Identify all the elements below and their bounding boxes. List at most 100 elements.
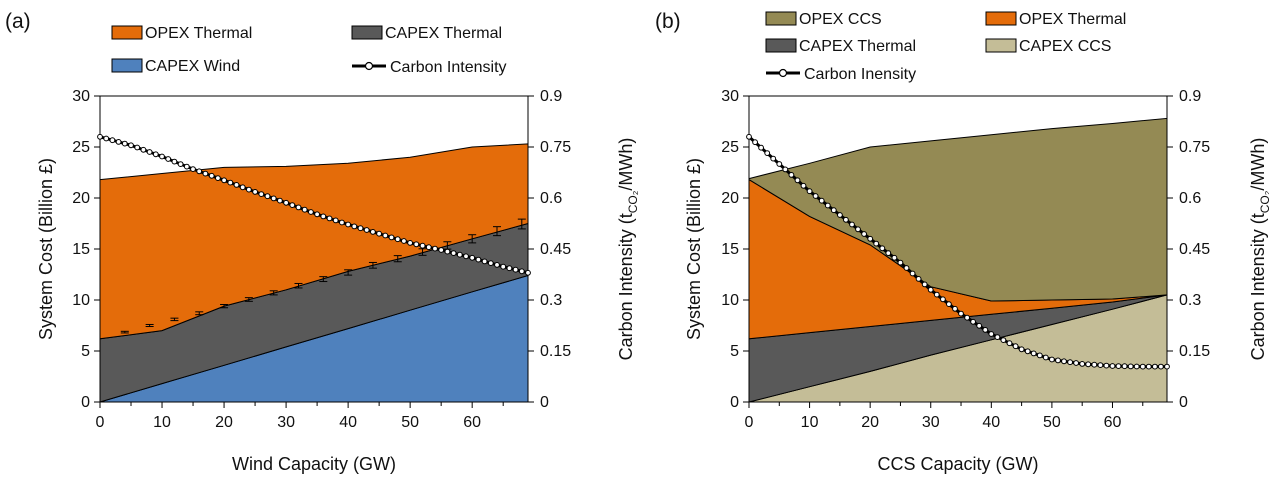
y2-tick-label: 0.45 xyxy=(540,241,571,258)
legend-swatch xyxy=(985,11,1017,26)
y2-tick-label: 0.75 xyxy=(1179,139,1210,156)
series-marker xyxy=(746,133,752,140)
series-marker xyxy=(903,265,910,271)
series-marker xyxy=(239,184,246,191)
series-marker xyxy=(1091,361,1098,368)
series-marker xyxy=(215,175,221,182)
series-marker xyxy=(921,281,928,288)
y-tick-label: 25 xyxy=(72,139,90,156)
series-marker xyxy=(946,301,952,308)
x-tick-label: 40 xyxy=(339,414,357,431)
series-marker xyxy=(289,202,296,209)
x-tick-label: 20 xyxy=(215,414,233,431)
series-marker xyxy=(1055,357,1061,364)
series-marker xyxy=(879,245,886,252)
series-marker xyxy=(770,155,777,162)
series-marker xyxy=(506,265,513,272)
series-marker xyxy=(438,247,445,253)
series-marker xyxy=(376,230,383,237)
series-marker xyxy=(1085,361,1092,368)
series-marker xyxy=(885,250,892,257)
legend-swatch xyxy=(111,25,143,40)
series-marker xyxy=(159,153,165,160)
series-marker xyxy=(1164,363,1170,370)
legend-item-opex-ccs: OPEX CCS xyxy=(765,11,882,28)
series-marker xyxy=(177,161,184,168)
legend-label: Carbon Inensity xyxy=(804,66,916,83)
series-marker xyxy=(1073,360,1079,366)
series-marker xyxy=(952,305,958,312)
legend-label: Carbon Intensity xyxy=(390,59,507,76)
series-marker xyxy=(837,212,843,218)
y2-axis-label-main: Carbon Intensity (t xyxy=(616,213,636,360)
series-marker xyxy=(308,209,314,215)
y2-axis-label-end: /MWh) xyxy=(616,138,636,191)
series-marker xyxy=(909,270,916,277)
series-marker xyxy=(788,172,795,178)
series-marker xyxy=(456,251,463,258)
y2-tick-label: 0.6 xyxy=(540,190,562,207)
y-tick-label: 20 xyxy=(72,190,90,207)
series-marker xyxy=(283,199,290,206)
x-tick-label: 50 xyxy=(1043,414,1061,431)
series-marker xyxy=(1158,363,1164,370)
y2-tick-label: 0.9 xyxy=(1179,88,1201,105)
series-marker xyxy=(1036,352,1043,359)
series-marker xyxy=(958,310,964,317)
x-tick-label: 60 xyxy=(463,414,481,431)
series-marker xyxy=(444,248,451,255)
series-marker xyxy=(1145,363,1152,370)
x-tick-label: 30 xyxy=(277,414,295,431)
series-marker xyxy=(481,258,488,265)
series-marker xyxy=(407,240,414,246)
y2-tick-label: 0.3 xyxy=(540,292,562,309)
series-marker xyxy=(855,226,861,233)
series-marker xyxy=(824,202,831,209)
legend-swatch xyxy=(765,11,797,26)
legend-item-carbon-intensity: Carbon Intensity xyxy=(352,59,507,76)
legend: OPEX CCS OPEX Thermal CAPEX Thermal CAPEX C… xyxy=(765,11,1126,83)
series-marker xyxy=(320,213,327,220)
legend-item-capex-ccs: CAPEX CCS xyxy=(985,38,1111,55)
y-tick-label: 5 xyxy=(730,343,739,360)
series-marker xyxy=(982,327,989,333)
series-marker xyxy=(1000,337,1007,344)
legend-label: CAPEX Wind xyxy=(145,58,240,75)
series-marker xyxy=(183,163,190,170)
series-marker xyxy=(867,235,874,242)
legend-item-capex-thermal: CAPEX Thermal xyxy=(765,38,916,55)
series-marker xyxy=(115,139,122,145)
series-marker xyxy=(196,168,203,175)
series-marker xyxy=(121,140,128,147)
series-marker xyxy=(1133,363,1140,370)
series-marker xyxy=(830,207,837,214)
series-marker xyxy=(450,250,457,257)
series-marker xyxy=(927,286,934,293)
series-marker xyxy=(401,238,407,244)
legend-label: CAPEX CCS xyxy=(1019,38,1111,55)
legend-label: OPEX Thermal xyxy=(145,25,252,42)
x-tick-label: 20 xyxy=(861,414,879,431)
series-marker xyxy=(314,211,321,218)
series-marker xyxy=(97,133,103,140)
series-marker xyxy=(1115,363,1122,370)
series-marker xyxy=(849,221,855,228)
series-marker xyxy=(370,229,376,235)
series-marker xyxy=(1152,363,1158,370)
y2-tick-label: 0.3 xyxy=(1179,292,1201,309)
series-marker xyxy=(227,179,234,186)
y2-tick-label: 0.15 xyxy=(1179,343,1210,360)
series-marker xyxy=(1067,359,1073,366)
series-marker xyxy=(806,188,813,195)
series-marker xyxy=(171,158,178,165)
y-tick-label: 5 xyxy=(81,343,90,360)
y-tick-label: 25 xyxy=(721,139,739,156)
y-tick-label: 10 xyxy=(72,292,90,309)
y2-axis-label-end: /MWh) xyxy=(1248,138,1268,191)
series-marker xyxy=(776,161,783,167)
y2-tick-label: 0.6 xyxy=(1179,190,1201,207)
series-marker xyxy=(425,244,432,251)
series-marker xyxy=(339,219,345,226)
series-marker xyxy=(202,170,209,177)
series-marker xyxy=(843,216,849,223)
